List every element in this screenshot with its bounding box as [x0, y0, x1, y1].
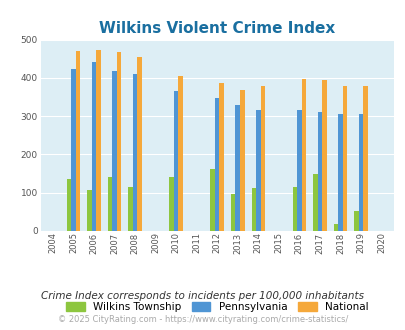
Bar [333, 224, 337, 231]
Bar [312, 174, 317, 231]
Title: Wilkins Violent Crime Index: Wilkins Violent Crime Index [99, 21, 335, 36]
Bar [219, 83, 224, 231]
Text: © 2025 CityRating.com - https://www.cityrating.com/crime-statistics/: © 2025 CityRating.com - https://www.city… [58, 315, 347, 324]
Bar [358, 114, 362, 231]
Bar [210, 169, 214, 231]
Bar [107, 177, 112, 231]
Bar [353, 211, 358, 231]
Text: Crime Index corresponds to incidents per 100,000 inhabitants: Crime Index corresponds to incidents per… [41, 291, 364, 301]
Bar [214, 98, 219, 231]
Bar [230, 194, 235, 231]
Bar [260, 86, 264, 231]
Legend: Wilkins Township, Pennsylvania, National: Wilkins Township, Pennsylvania, National [62, 297, 372, 316]
Bar [96, 50, 100, 231]
Bar [87, 190, 92, 231]
Bar [251, 188, 256, 231]
Bar [132, 75, 137, 231]
Bar [75, 51, 80, 231]
Bar [112, 71, 117, 231]
Bar [71, 69, 75, 231]
Bar [292, 187, 296, 231]
Bar [235, 106, 239, 231]
Bar [256, 111, 260, 231]
Bar [317, 112, 321, 231]
Bar [239, 90, 244, 231]
Bar [301, 79, 305, 231]
Bar [321, 80, 326, 231]
Bar [169, 177, 173, 231]
Bar [178, 76, 183, 231]
Bar [128, 187, 132, 231]
Bar [362, 85, 367, 231]
Bar [117, 52, 121, 231]
Bar [296, 111, 301, 231]
Bar [337, 114, 342, 231]
Bar [92, 62, 96, 231]
Bar [173, 90, 178, 231]
Bar [342, 85, 346, 231]
Bar [66, 179, 71, 231]
Bar [137, 57, 141, 231]
